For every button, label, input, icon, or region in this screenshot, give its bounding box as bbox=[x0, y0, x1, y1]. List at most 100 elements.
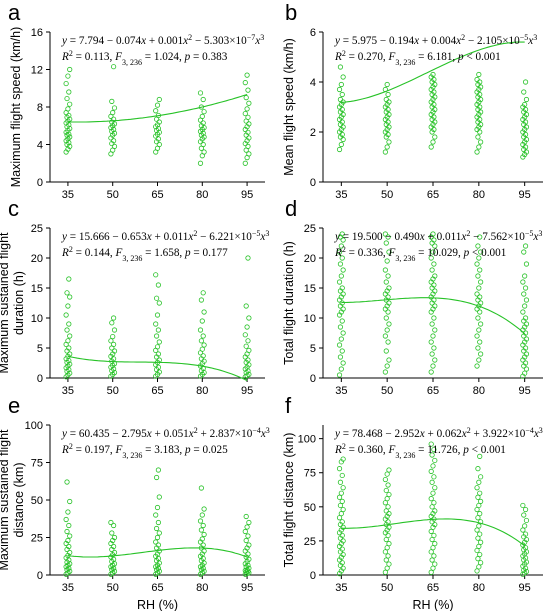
y-tick-label: 6 bbox=[310, 27, 316, 39]
data-point bbox=[111, 568, 118, 574]
data-point bbox=[338, 336, 344, 342]
data-point bbox=[384, 81, 390, 88]
data-point bbox=[245, 129, 251, 135]
data-point bbox=[155, 565, 161, 571]
data-point bbox=[523, 536, 530, 543]
data-point bbox=[475, 515, 481, 521]
x-tick-label: 80 bbox=[473, 582, 485, 594]
x-tick-label: 95 bbox=[241, 189, 253, 201]
x-tick-label: 65 bbox=[151, 189, 163, 201]
data-point bbox=[337, 261, 344, 267]
data-point bbox=[246, 135, 252, 141]
data-point bbox=[111, 116, 117, 122]
data-point bbox=[340, 136, 346, 143]
x-tick-label: 50 bbox=[381, 189, 393, 201]
data-point bbox=[336, 342, 343, 348]
data-point bbox=[476, 255, 482, 261]
y-axis-title: distance (km) bbox=[12, 462, 26, 537]
data-point bbox=[63, 516, 69, 523]
scatter-points bbox=[336, 441, 530, 577]
data-point bbox=[383, 96, 389, 103]
y-tick-label: 5 bbox=[310, 343, 316, 355]
data-point bbox=[475, 535, 481, 541]
data-point bbox=[153, 272, 159, 278]
fit-curve bbox=[341, 518, 526, 547]
data-point bbox=[154, 102, 161, 108]
fit-curve bbox=[341, 297, 526, 335]
data-point bbox=[339, 560, 345, 566]
data-point bbox=[64, 479, 70, 485]
data-point bbox=[67, 561, 73, 567]
panel-a: a 0 4 8 12 16 35 50 65 80 95 Maximum flight speed (… bbox=[8, 0, 265, 201]
data-point bbox=[428, 369, 434, 375]
data-point bbox=[337, 354, 344, 360]
data-point bbox=[339, 532, 345, 539]
data-point bbox=[153, 108, 159, 114]
x-tick-label: 95 bbox=[241, 385, 253, 397]
data-point bbox=[201, 309, 207, 315]
y-tick-label: 10 bbox=[31, 313, 43, 325]
data-point bbox=[111, 341, 117, 347]
data-point bbox=[476, 564, 482, 570]
fit-curve bbox=[341, 41, 525, 103]
y-tick-label: 15 bbox=[304, 283, 316, 295]
data-point bbox=[476, 357, 482, 363]
data-point bbox=[338, 490, 344, 496]
data-point bbox=[197, 160, 204, 166]
x-axis-title: RH (%) bbox=[413, 598, 454, 611]
data-point bbox=[66, 543, 72, 550]
data-point bbox=[65, 338, 71, 344]
y-tick-label: 25 bbox=[31, 533, 43, 545]
data-point bbox=[475, 556, 481, 562]
x-tick-label: 65 bbox=[151, 385, 163, 397]
y-tick-label: 2 bbox=[310, 127, 316, 139]
data-point bbox=[429, 321, 435, 327]
data-point bbox=[340, 506, 346, 513]
data-point bbox=[432, 485, 438, 491]
data-point bbox=[64, 290, 70, 296]
data-point bbox=[429, 452, 435, 458]
equation-line-1: y = 19.500 − 0.490x + 0.011x2 − 7.562×10… bbox=[334, 229, 542, 244]
data-point bbox=[476, 285, 482, 291]
data-point bbox=[522, 523, 528, 529]
data-point bbox=[431, 315, 437, 321]
y-tick-label: 0 bbox=[37, 373, 43, 385]
data-point bbox=[523, 336, 530, 342]
data-point bbox=[339, 519, 345, 525]
data-point bbox=[520, 502, 526, 509]
data-point bbox=[432, 134, 438, 140]
data-point bbox=[340, 330, 346, 336]
data-point bbox=[336, 372, 343, 378]
x-tick-label: 65 bbox=[427, 385, 439, 397]
panel-f: f 0 25 50 75 100 35 50 65 80 95 Total flight distan… bbox=[282, 393, 543, 611]
data-point bbox=[200, 141, 206, 148]
data-point bbox=[477, 339, 483, 345]
data-point bbox=[66, 345, 72, 351]
data-point bbox=[200, 96, 206, 103]
data-point bbox=[201, 342, 207, 348]
data-point bbox=[201, 568, 207, 574]
equation-line-2: R2 = 0.270, F3, 236 = 6.181, p < 0.001 bbox=[334, 49, 501, 67]
data-point bbox=[246, 565, 252, 571]
data-point bbox=[523, 517, 530, 524]
data-point bbox=[386, 285, 392, 291]
data-point bbox=[431, 237, 437, 243]
data-point bbox=[475, 494, 481, 500]
x-tick-label: 50 bbox=[107, 582, 119, 594]
data-point bbox=[474, 333, 480, 339]
data-point bbox=[201, 506, 207, 512]
fit-curve bbox=[67, 355, 248, 382]
x-tick-label: 95 bbox=[519, 385, 531, 397]
data-point bbox=[386, 357, 392, 363]
y-axis-title: Maximum sustained flight bbox=[0, 429, 11, 571]
data-point bbox=[199, 113, 205, 119]
data-point bbox=[476, 327, 482, 333]
data-point bbox=[110, 333, 116, 340]
data-point bbox=[340, 360, 346, 366]
data-point bbox=[474, 149, 480, 155]
data-point bbox=[339, 255, 345, 261]
data-point bbox=[156, 119, 162, 125]
data-point bbox=[430, 463, 436, 469]
data-point bbox=[245, 533, 251, 539]
y-tick-label: 10 bbox=[304, 313, 316, 325]
